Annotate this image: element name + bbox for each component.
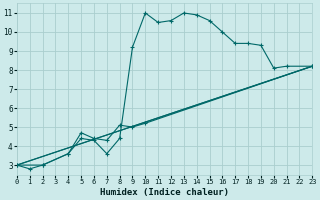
X-axis label: Humidex (Indice chaleur): Humidex (Indice chaleur) [100, 188, 229, 197]
